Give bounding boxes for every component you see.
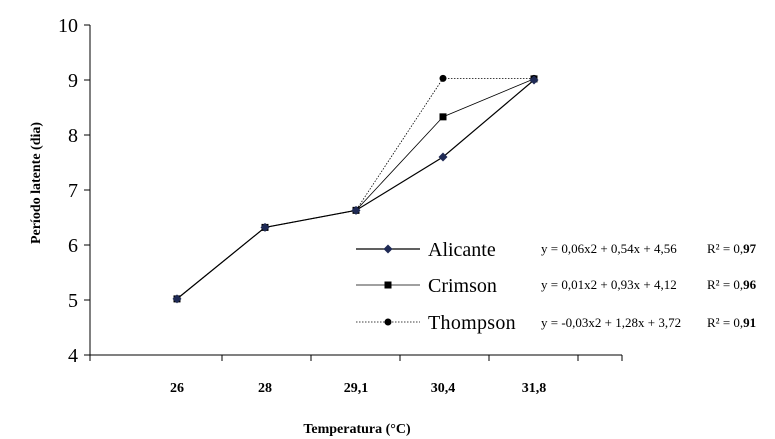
y-axis-label: Período latente (dia) [29, 122, 44, 244]
series-lines [176, 77, 535, 300]
trendline-equation-alicante: y = 0,06x2 + 0,54x + 4,56 [541, 241, 677, 256]
data-point-alicante [438, 152, 448, 162]
data-point-alicante [351, 205, 361, 215]
legend-marker-crimson [384, 281, 392, 289]
y-tick-label: 5 [68, 290, 78, 312]
data-point-alicante [172, 294, 182, 304]
series-points [172, 74, 539, 304]
x-tick-label: 31,8 [522, 381, 547, 396]
data-point-alicante [260, 222, 270, 232]
r-squared-alicante: R² = 0,97 [707, 241, 757, 256]
legend-marker-alicante [383, 244, 393, 254]
r-squared-value: 96 [743, 277, 757, 292]
legend-label-alicante: Alicante [428, 239, 496, 261]
trendline-equation-crimson: y = 0,01x2 + 0,93x + 4,12 [541, 277, 677, 292]
x-axis-ticks: 26 28 29,1 30,4 31,8 [89, 355, 623, 396]
r-squared-value: 91 [743, 315, 756, 330]
y-tick-label: 6 [68, 235, 78, 257]
data-point-crimson [439, 113, 447, 121]
data-point-alicante [529, 75, 539, 85]
trendline-equation-thompson: y = -0,03x2 + 1,28x + 3,72 [541, 315, 681, 330]
legend-marker-thompson [384, 318, 392, 326]
x-tick-label: 29,1 [344, 381, 369, 396]
legend: Alicante y = 0,06x2 + 0,54x + 4,56 R² = 0,… [356, 239, 757, 334]
series-line-alicante [176, 79, 535, 300]
x-tick-label: 30,4 [431, 381, 456, 396]
y-axis-ticks: 4 5 6 7 8 9 10 [58, 15, 90, 367]
x-tick-label: 28 [258, 381, 272, 396]
r-squared-crimson: R² = 0,96 [707, 277, 757, 292]
y-tick-label: 4 [68, 345, 78, 367]
series-line-thompson [176, 77, 534, 300]
y-tick-label: 9 [68, 70, 78, 92]
legend-label-thompson: Thompson [428, 312, 516, 334]
y-tick-label: 8 [68, 125, 78, 147]
data-point-thompson [439, 74, 447, 82]
y-tick-label: 10 [58, 15, 78, 37]
x-tick-label: 26 [170, 381, 184, 396]
r-squared-thompson: R² = 0,91 [707, 315, 756, 330]
legend-label-crimson: Crimson [428, 275, 497, 297]
axes [89, 25, 622, 356]
y-tick-label: 7 [68, 180, 78, 202]
series-line-crimson [176, 78, 535, 300]
r-squared-value: 97 [743, 241, 757, 256]
x-axis-label: Temperatura (°C) [303, 422, 411, 437]
